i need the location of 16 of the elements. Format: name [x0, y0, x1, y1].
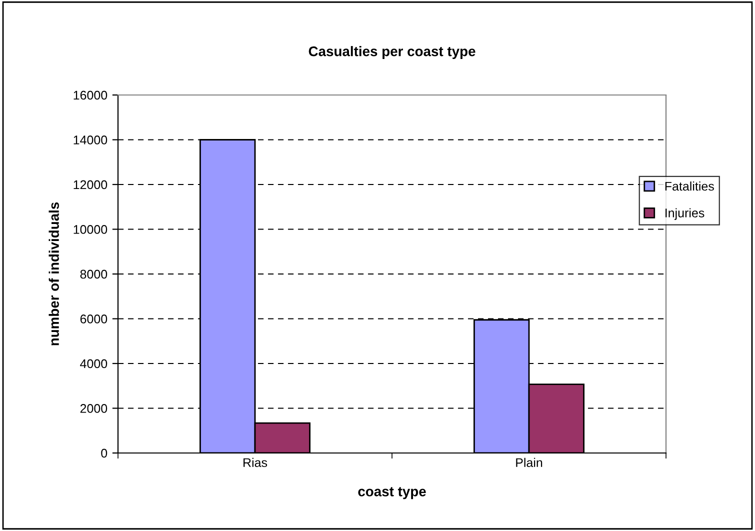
y-tick-label: 10000 [74, 225, 108, 234]
y-axis-title: number of individuals [48, 202, 59, 346]
x-tick-label: Rias [244, 458, 268, 468]
y-tick-label: 0 [101, 448, 108, 458]
y-tick-label: 6000 [80, 314, 108, 324]
chart-title: Casualties per coast type [308, 46, 476, 59]
y-tick-label: 14000 [74, 136, 108, 144]
y-tick-label: 4000 [80, 359, 108, 368]
legend-label: Fatalities [665, 181, 714, 191]
legend-label: Injuries [666, 208, 704, 220]
x-axis-title: coast type [358, 487, 426, 500]
y-tick-label: 8000 [80, 270, 108, 279]
y-tick-label: 16000 [74, 90, 108, 100]
x-tick-label: Plain [516, 458, 542, 468]
y-tick-label: 2000 [80, 404, 108, 413]
y-tick-label: 12000 [74, 180, 108, 190]
